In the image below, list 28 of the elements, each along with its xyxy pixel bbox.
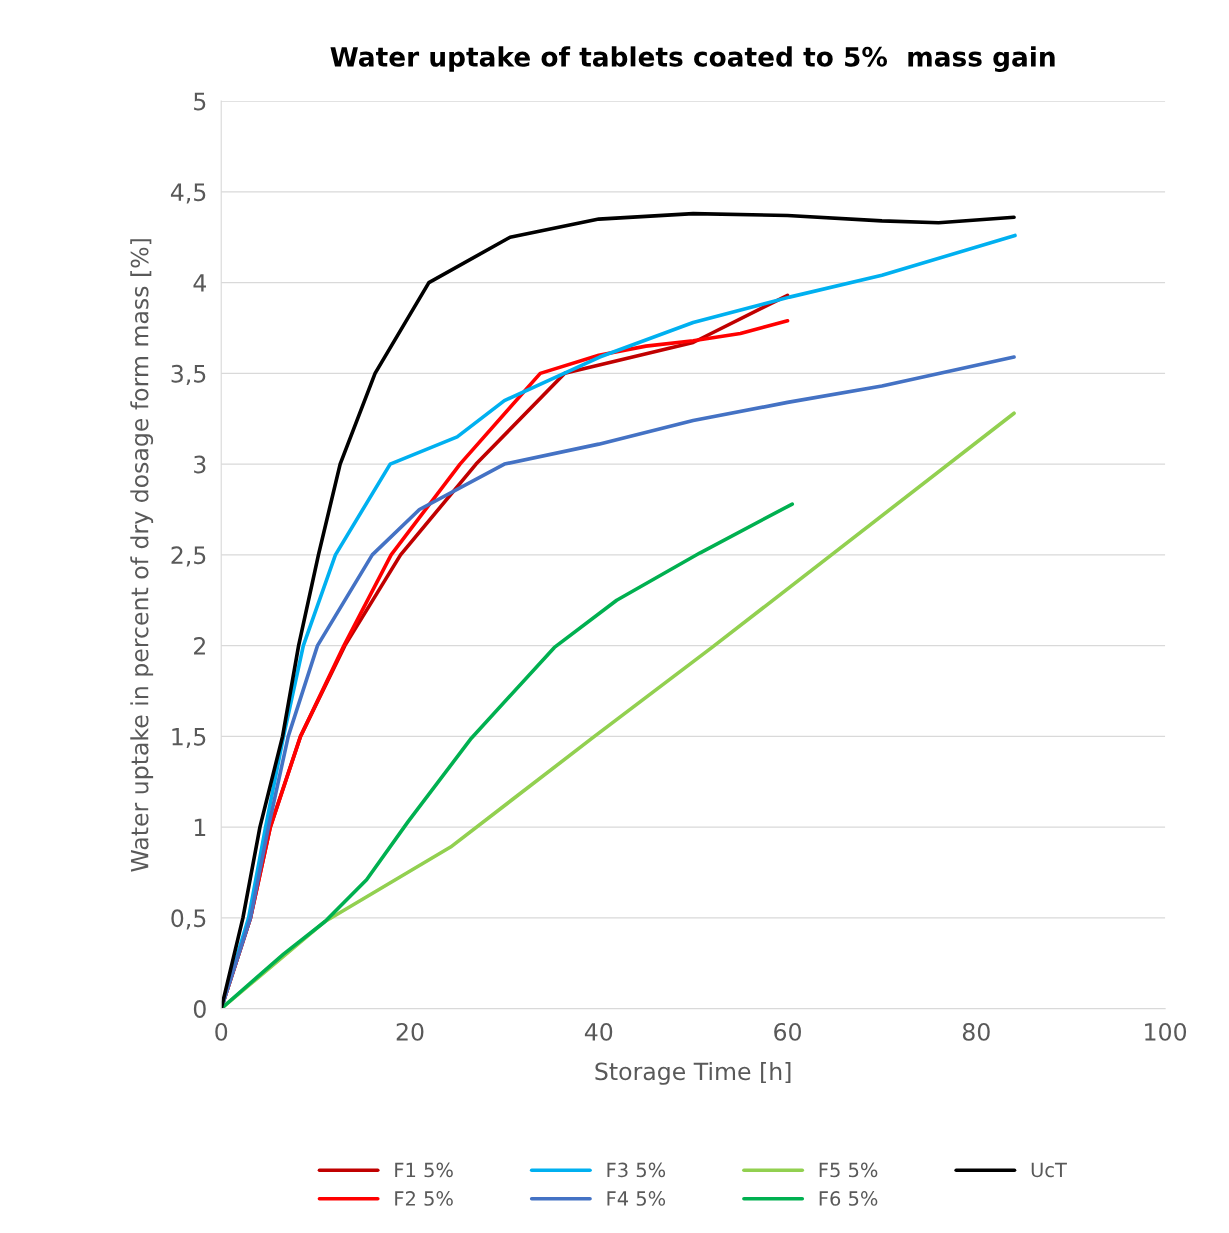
chart-title: Water uptake of tablets coated to 5% mass gain (330, 46, 1055, 73)
y-tick-label: 1 (194, 818, 206, 837)
x-tick-label: 0 (215, 1022, 228, 1041)
legend-label: F1 5% (395, 1162, 453, 1178)
y-tick-label: 4,5 (170, 183, 206, 204)
y-tick-label: 1,5 (172, 728, 206, 749)
legend-label: F4 5% (607, 1191, 666, 1206)
x-tick-label: 100 (1145, 1022, 1187, 1041)
y-tick-label: 3 (194, 455, 206, 474)
x-tick-label: 40 (584, 1022, 613, 1041)
y-tick-label: 4 (193, 274, 207, 292)
x-axis-title: Storage Time [h] (595, 1062, 791, 1085)
y-tick-label: 3,5 (171, 364, 206, 386)
legend-label: F3 5% (607, 1162, 666, 1178)
x-tick-label: 80 (962, 1022, 990, 1041)
y-tick-label: 0 (193, 1000, 206, 1018)
y-tick-label: 2,5 (171, 546, 206, 567)
y-tick-label: 0,5 (171, 909, 206, 930)
legend-label: F2 5% (395, 1191, 453, 1206)
legend-label: F5 5% (819, 1162, 878, 1178)
y-axis-title: Water uptake in percent of dry dosage form mass [%] (130, 239, 154, 872)
y-tick-label: 2 (194, 637, 205, 655)
x-tick-label: 60 (774, 1022, 801, 1041)
line-series (221, 502, 795, 1009)
y-tick-label: 5 (194, 92, 206, 111)
x-tick-label: 20 (396, 1022, 424, 1041)
legend-label: F6 5% (819, 1191, 878, 1206)
legend-label: UcT (1031, 1162, 1067, 1178)
